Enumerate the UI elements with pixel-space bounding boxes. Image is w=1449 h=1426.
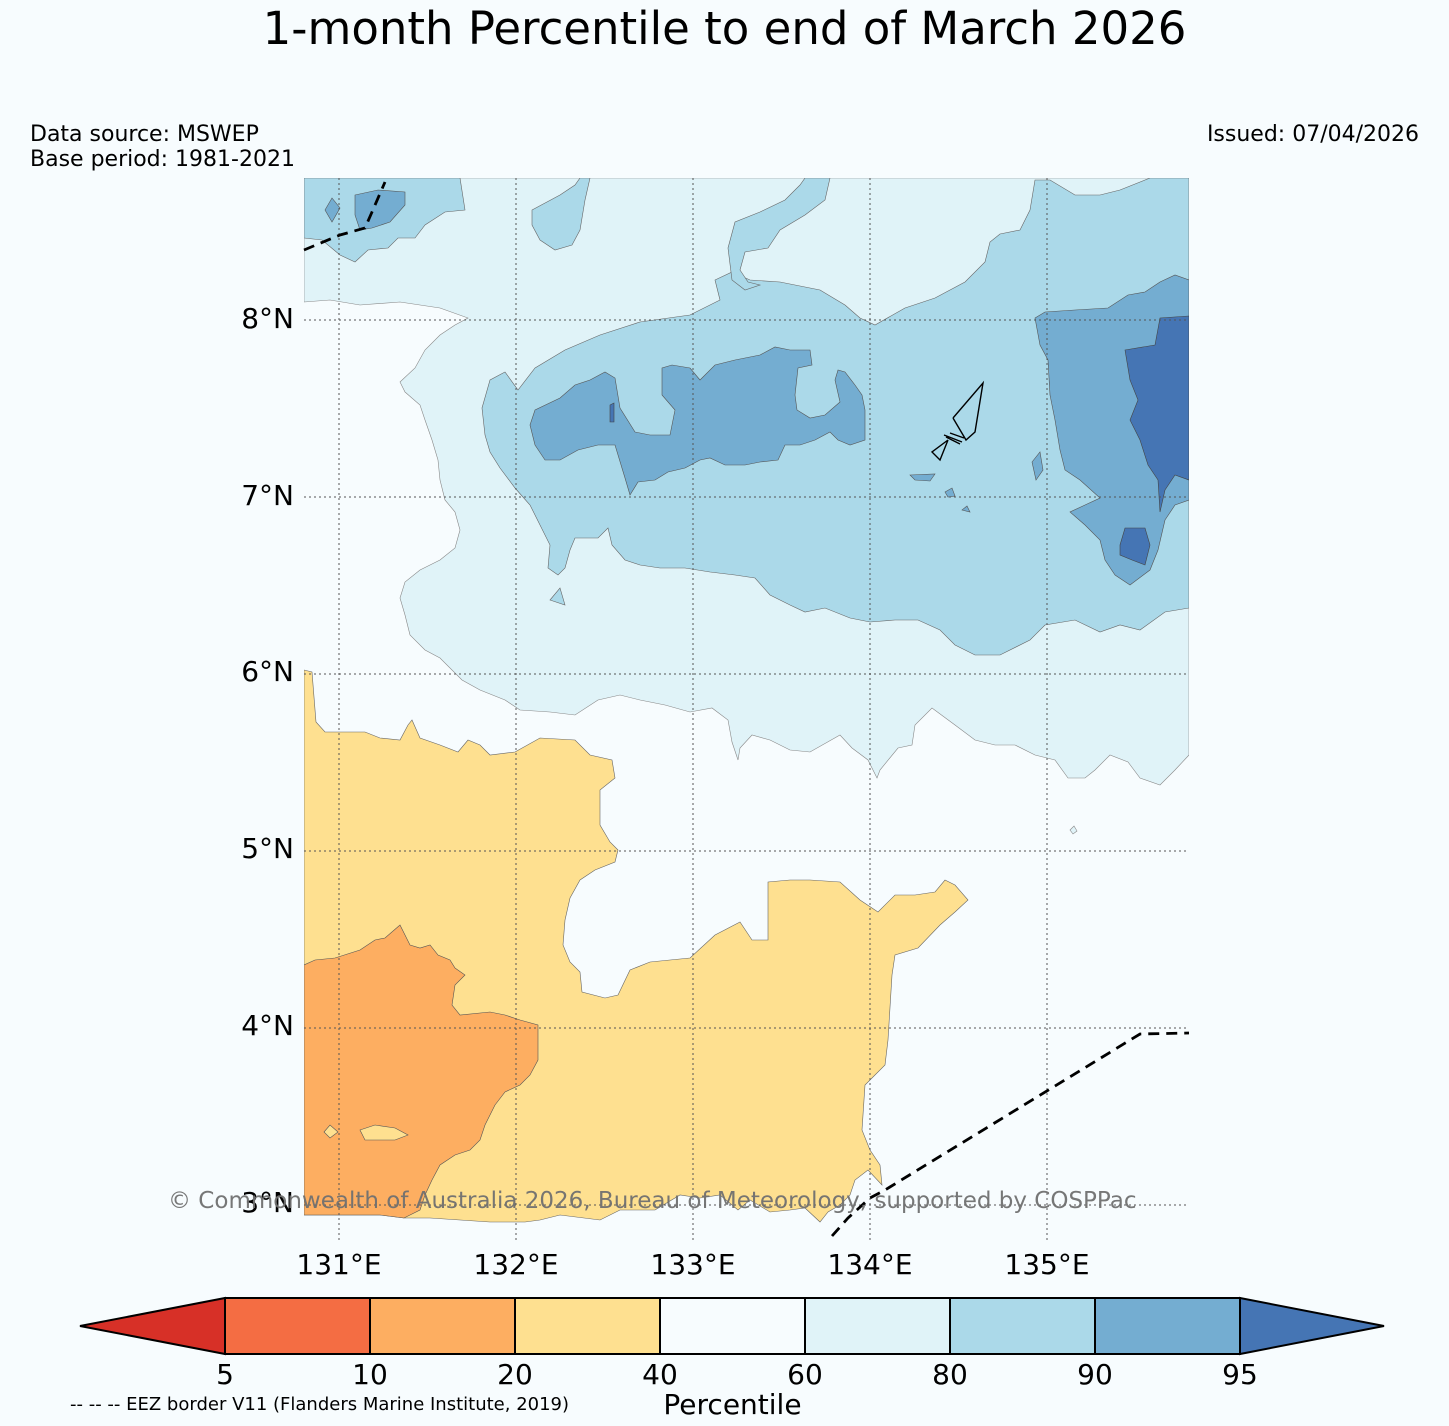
colorbar-label-5: 5 <box>216 1358 234 1391</box>
lon-label-135e: 135°E <box>1004 1248 1090 1281</box>
colorbar-title: Percentile <box>663 1388 802 1421</box>
colorbar-extend-low <box>79 1296 226 1356</box>
colorbar-extend-high <box>1239 1296 1385 1356</box>
eez-legend-note: -- -- -- EEZ border V11 (Flanders Marine… <box>70 1394 570 1415</box>
colorbar-seg-90-95 <box>1094 1297 1241 1355</box>
colorbar-seg-80-90 <box>949 1297 1096 1355</box>
colorbar-seg-40-60 <box>659 1297 806 1355</box>
region-90-95 <box>529 346 866 496</box>
gridlines <box>304 178 1189 1241</box>
lat-label-7n: 7°N <box>241 479 294 512</box>
colorbar-seg-20-40 <box>514 1297 661 1355</box>
colorbar-label-90: 90 <box>1077 1358 1113 1391</box>
region-80-90-top <box>531 178 591 251</box>
lat-label-6n: 6°N <box>241 655 294 688</box>
lat-label-8n: 8°N <box>241 302 294 335</box>
map-title: 1-month Percentile to end of March 2026 <box>262 2 1187 55</box>
lat-label-5n: 5°N <box>241 832 294 865</box>
colorbar-seg-60-80 <box>804 1297 951 1355</box>
lat-label-3n: 3°N <box>241 1186 294 1219</box>
base-period-text: Base period: 1981-2021 <box>30 147 295 172</box>
colorbar-label-40: 40 <box>642 1358 678 1391</box>
island-outline <box>930 380 985 462</box>
copyright-text: © Commonwealth of Australia 2026, Bureau… <box>168 1188 1137 1214</box>
lon-label-132e: 132°E <box>473 1248 559 1281</box>
colorbar-label-80: 80 <box>932 1358 968 1391</box>
region-80-90-north <box>727 178 831 291</box>
colorbar-label-20: 20 <box>497 1358 533 1391</box>
eez-border <box>303 181 1190 1237</box>
lon-label-134e: 134°E <box>827 1248 913 1281</box>
region-10-20 <box>304 924 539 1219</box>
colorbar-label-95: 95 <box>1222 1358 1258 1391</box>
lon-label-131e: 131°E <box>296 1248 382 1281</box>
colorbar-seg-10-20 <box>369 1297 516 1355</box>
data-source-text: Data source: MSWEP <box>30 122 259 147</box>
lon-label-133e: 133°E <box>650 1248 736 1281</box>
region-95-plus <box>1124 315 1189 513</box>
colorbar-label-10: 10 <box>352 1358 388 1391</box>
lat-label-4n: 4°N <box>241 1009 294 1042</box>
colorbar-label-60: 60 <box>787 1358 823 1391</box>
colorbar-seg-5-10 <box>224 1297 371 1355</box>
issued-date: Issued: 07/04/2026 <box>1206 122 1419 147</box>
